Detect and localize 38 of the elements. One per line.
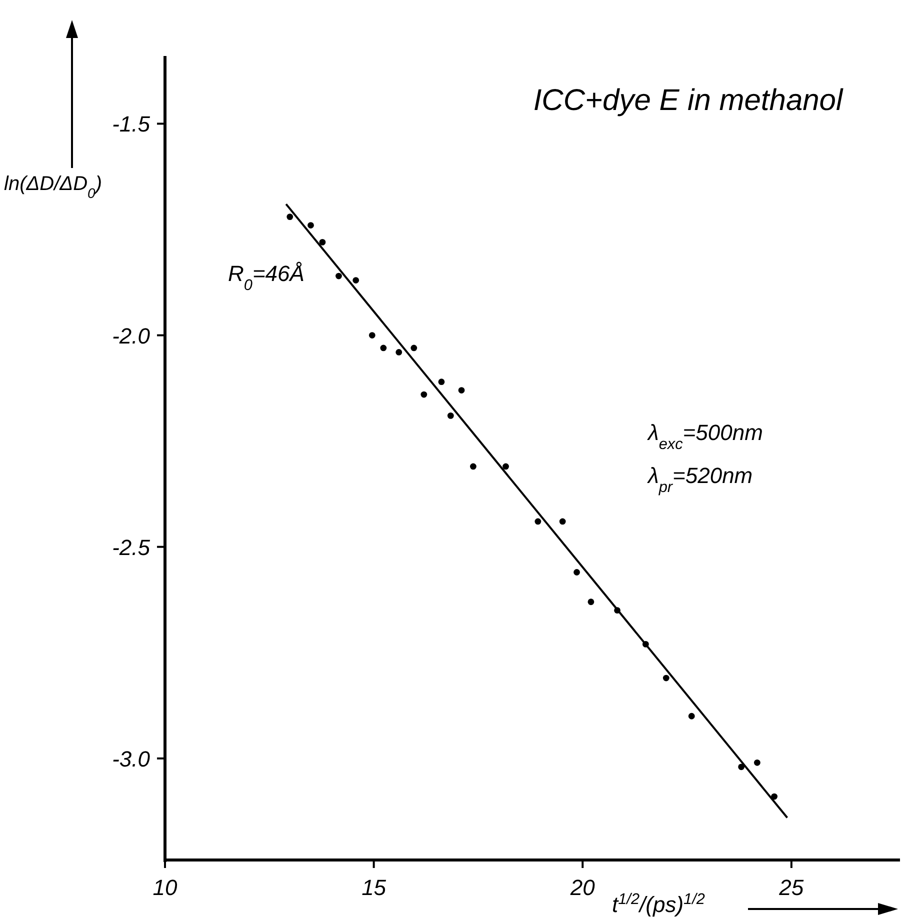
point: [559, 518, 566, 525]
point: [738, 764, 745, 770]
point: [380, 344, 387, 352]
annotation: λ$_{exc}$=500nm: [647, 420, 763, 452]
y-tick-label: -3.0: [112, 746, 151, 772]
y-tick-label: -2.0: [112, 323, 151, 348]
point: [368, 332, 376, 338]
x-axis-title: t$^{1/2}$/(ps)$^{1/2}$: [612, 890, 706, 917]
point: [754, 759, 760, 766]
x-tick-label: 10: [152, 875, 178, 900]
y-axis-title: ln(ΔD/ΔD$_{0}$): [4, 173, 102, 201]
point: [662, 674, 670, 682]
point: [688, 712, 695, 720]
text: ICC+dye E in methanol: [533, 84, 844, 117]
point: [458, 387, 465, 394]
point: [447, 412, 454, 419]
point: [438, 378, 445, 386]
y-tick-label: -2.5: [112, 534, 151, 560]
y-tick-label: -1.5: [112, 112, 151, 137]
point: [352, 277, 360, 284]
point: [588, 598, 594, 606]
point: [410, 344, 418, 352]
point: [319, 238, 326, 246]
point: [286, 214, 294, 220]
point: [396, 349, 402, 356]
x-tick-label: 20: [569, 875, 596, 900]
x-tick-label: 25: [778, 875, 804, 900]
point: [470, 463, 476, 470]
point: [574, 569, 580, 576]
point: [308, 222, 314, 228]
point: [336, 272, 342, 280]
point: [420, 391, 428, 398]
annotation: R$_{0}$=46Å: [228, 261, 304, 294]
point: [534, 518, 542, 525]
x-tick-label: 15: [362, 875, 387, 900]
annotation: λ$_{pr}$=520nm: [647, 463, 753, 496]
point: [771, 793, 778, 800]
point: [502, 463, 509, 470]
